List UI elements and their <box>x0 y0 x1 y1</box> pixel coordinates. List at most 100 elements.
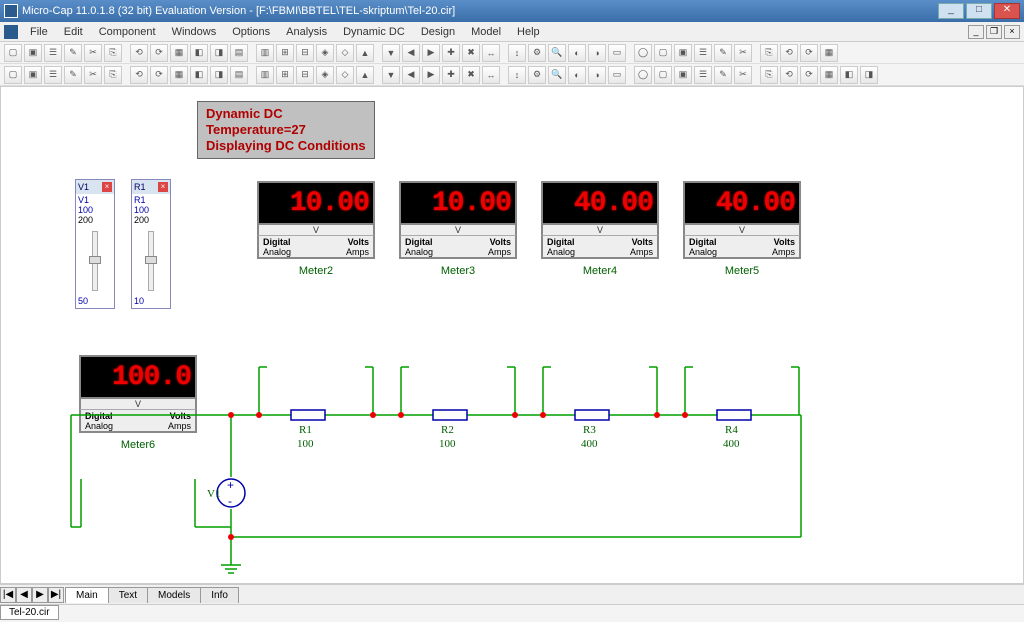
toolbar-button[interactable]: ▢ <box>4 66 22 84</box>
toolbar-button[interactable]: ▦ <box>820 66 838 84</box>
toolbar-button[interactable]: ⟳ <box>800 44 818 62</box>
toolbar-button[interactable]: ▦ <box>170 44 188 62</box>
toolbar-button[interactable]: ✎ <box>64 44 82 62</box>
slider-thumb[interactable] <box>145 256 157 264</box>
tab-nav-button[interactable]: ◀ <box>16 587 32 603</box>
toolbar-button[interactable]: ☰ <box>44 44 62 62</box>
toolbar-button[interactable]: ☰ <box>44 66 62 84</box>
toolbar-button[interactable]: ◇ <box>336 66 354 84</box>
toolbar-button[interactable]: ⊞ <box>276 44 294 62</box>
toolbar-button[interactable]: ◧ <box>190 66 208 84</box>
toolbar-button[interactable]: ✂ <box>734 44 752 62</box>
toolbar-button[interactable]: ▣ <box>24 66 42 84</box>
toolbar-button[interactable]: 🔍 <box>548 66 566 84</box>
menu-component[interactable]: Component <box>91 24 164 40</box>
toolbar-button[interactable]: ⊞ <box>276 66 294 84</box>
toolbar-button[interactable]: ⎘ <box>104 44 122 62</box>
toolbar-button[interactable]: ✚ <box>442 66 460 84</box>
toolbar-button[interactable]: ⟳ <box>150 66 168 84</box>
toolbar-button[interactable]: ⎘ <box>760 44 778 62</box>
toolbar-button[interactable]: ✂ <box>84 44 102 62</box>
toolbar-button[interactable]: ⊟ <box>296 44 314 62</box>
toolbar-button[interactable]: ✎ <box>714 66 732 84</box>
toolbar-button[interactable]: ⟲ <box>130 44 148 62</box>
toolbar-button[interactable]: ✂ <box>734 66 752 84</box>
toolbar-button[interactable]: 🔍 <box>548 44 566 62</box>
toolbar-button[interactable]: ▣ <box>674 44 692 62</box>
toolbar-button[interactable]: ✖ <box>462 44 480 62</box>
menu-windows[interactable]: Windows <box>164 24 225 40</box>
close-icon[interactable]: × <box>102 182 112 192</box>
toolbar-button[interactable]: ☰ <box>694 44 712 62</box>
menu-file[interactable]: File <box>22 24 56 40</box>
tab-nav-button[interactable]: ▶ <box>32 587 48 603</box>
toolbar-button[interactable]: ✎ <box>64 66 82 84</box>
slider-thumb[interactable] <box>89 256 101 264</box>
toolbar-button[interactable]: ⊟ <box>296 66 314 84</box>
toolbar-button[interactable]: ✖ <box>462 66 480 84</box>
toolbar-button[interactable]: ▼ <box>382 44 400 62</box>
toolbar-button[interactable]: ◨ <box>860 66 878 84</box>
schematic-canvas[interactable]: Dynamic DC Temperature=27 Displaying DC … <box>0 86 1024 584</box>
tab-nav-button[interactable]: ▶| <box>48 587 64 603</box>
minimize-button[interactable]: _ <box>938 3 964 19</box>
doc-close-button[interactable]: × <box>1004 25 1020 39</box>
menu-model[interactable]: Model <box>463 24 509 40</box>
toolbar-button[interactable]: ✚ <box>442 44 460 62</box>
slider-r1[interactable]: R1× R1 100 200 10 <box>131 179 171 309</box>
toolbar-button[interactable]: ▶ <box>422 66 440 84</box>
toolbar-button[interactable]: ◑ <box>588 66 606 84</box>
toolbar-button[interactable]: ▣ <box>24 44 42 62</box>
menu-analysis[interactable]: Analysis <box>278 24 335 40</box>
toolbar-button[interactable]: ↕ <box>508 66 526 84</box>
close-icon[interactable]: × <box>158 182 168 192</box>
toolbar-button[interactable]: ⚙ <box>528 44 546 62</box>
toolbar-button[interactable]: ↔ <box>482 44 500 62</box>
sheet-tab-info[interactable]: Info <box>200 587 239 603</box>
toolbar-button[interactable]: ◐ <box>568 66 586 84</box>
toolbar-button[interactable]: ▢ <box>654 44 672 62</box>
toolbar-button[interactable]: ▦ <box>170 66 188 84</box>
menu-help[interactable]: Help <box>509 24 548 40</box>
tab-nav-button[interactable]: |◀ <box>0 587 16 603</box>
toolbar-button[interactable]: ◯ <box>634 44 652 62</box>
toolbar-button[interactable]: ⟳ <box>150 44 168 62</box>
toolbar-button[interactable]: ◯ <box>634 66 652 84</box>
sheet-tab-main[interactable]: Main <box>65 587 109 603</box>
toolbar-button[interactable]: ◧ <box>840 66 858 84</box>
toolbar-button[interactable]: ⚙ <box>528 66 546 84</box>
menu-design[interactable]: Design <box>413 24 463 40</box>
toolbar-button[interactable]: ▢ <box>4 44 22 62</box>
toolbar-button[interactable]: ✎ <box>714 44 732 62</box>
toolbar-button[interactable]: ◐ <box>568 44 586 62</box>
menu-options[interactable]: Options <box>224 24 278 40</box>
toolbar-button[interactable]: ✂ <box>84 66 102 84</box>
toolbar-button[interactable]: ☰ <box>694 66 712 84</box>
file-tab[interactable]: Tel-20.cir <box>0 605 59 620</box>
toolbar-button[interactable]: ⟲ <box>130 66 148 84</box>
toolbar-button[interactable]: ▦ <box>820 44 838 62</box>
toolbar-button[interactable]: ▲ <box>356 66 374 84</box>
slider-v1[interactable]: V1× V1 100 200 50 <box>75 179 115 309</box>
toolbar-button[interactable]: ⟲ <box>780 66 798 84</box>
toolbar-button[interactable]: ◀ <box>402 66 420 84</box>
toolbar-button[interactable]: ▣ <box>674 66 692 84</box>
toolbar-button[interactable]: ▶ <box>422 44 440 62</box>
doc-restore-button[interactable]: ❐ <box>986 25 1002 39</box>
toolbar-button[interactable]: ◨ <box>210 44 228 62</box>
toolbar-button[interactable]: ▤ <box>230 44 248 62</box>
toolbar-button[interactable]: ◀ <box>402 44 420 62</box>
toolbar-button[interactable]: ⟲ <box>780 44 798 62</box>
close-button[interactable]: ✕ <box>994 3 1020 19</box>
toolbar-button[interactable]: ◇ <box>336 44 354 62</box>
menu-edit[interactable]: Edit <box>56 24 91 40</box>
menu-dynamic-dc[interactable]: Dynamic DC <box>335 24 413 40</box>
toolbar-button[interactable]: ◑ <box>588 44 606 62</box>
toolbar-button[interactable]: ◨ <box>210 66 228 84</box>
sheet-tab-models[interactable]: Models <box>147 587 201 603</box>
maximize-button[interactable]: □ <box>966 3 992 19</box>
toolbar-button[interactable]: ◧ <box>190 44 208 62</box>
toolbar-button[interactable]: ▥ <box>256 66 274 84</box>
toolbar-button[interactable]: ◈ <box>316 66 334 84</box>
toolbar-button[interactable]: ▲ <box>356 44 374 62</box>
